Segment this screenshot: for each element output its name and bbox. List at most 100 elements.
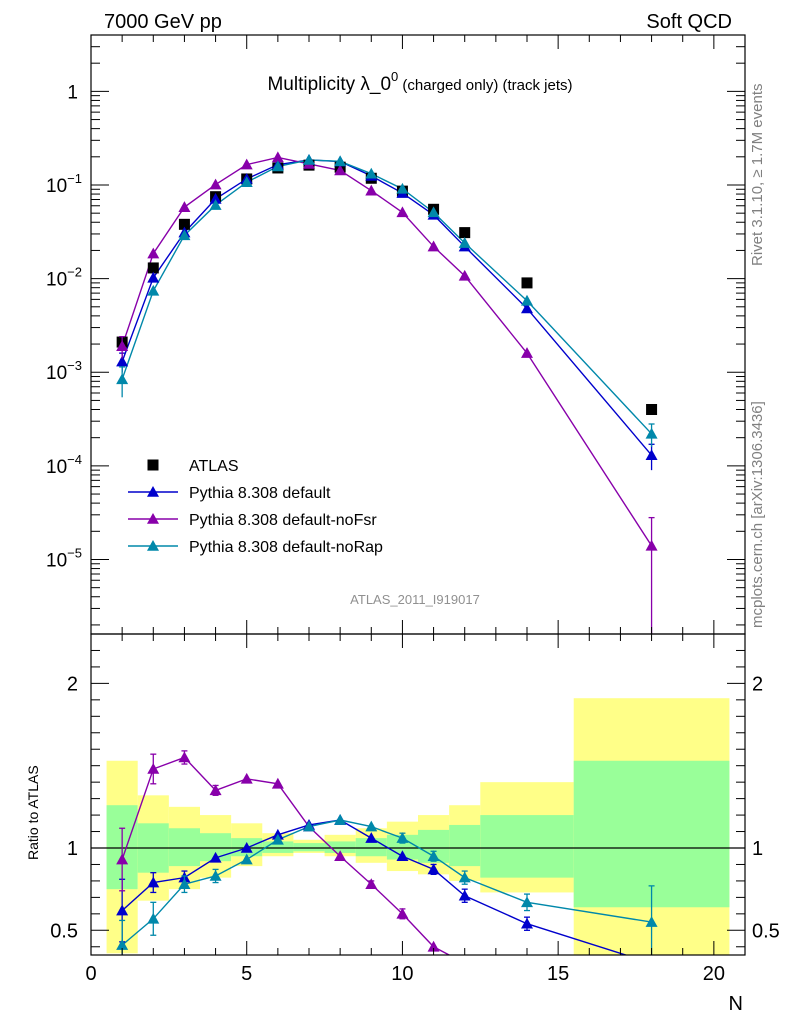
data-point-default [209,192,222,204]
ratio-panel-frame [90,633,746,956]
plot-title: Multiplicity λ_00 (charged only) (track … [267,69,572,95]
x-tick-label: 0 [85,963,96,985]
ratio-point-noFsr [365,878,378,890]
ratio-uncertainty-bands [91,698,745,955]
ratio-point-noRap [116,939,129,950]
ratio-line-noFsr [121,756,451,955]
data-point-noFsr [116,340,129,351]
ratio-point-default [147,876,160,888]
ratio-band-inner [293,843,325,852]
ratio-point-noRap [240,853,253,865]
ratio-point-noRap [271,833,284,845]
ratio-y-tick-label-right: 0.5 [752,920,780,942]
data-point-noRap [334,155,347,167]
panel-frames [90,34,746,956]
ratio-y-tick-label-right: 1 [752,838,763,860]
header-left: 7000 GeV pp [104,11,222,33]
ratio-point-default [209,851,222,863]
ratio-point-noFsr [427,940,440,952]
ratio-band-inner [168,828,200,867]
data-point-noRap [645,427,658,439]
axis-ticks: 0 5 10 15 20 1 10−1 10−2 10−3 10−4 10−5 0.5 0.5 1 1 2 2 [46,34,780,985]
data-point-noRap [303,153,315,165]
data-point-noRap [521,294,533,306]
ratio-point-noRap [365,820,378,832]
data-point-noFsr [240,158,253,170]
legend-label: Pythia 8.308 default-noRap [189,539,383,556]
data-point-default [147,271,160,283]
x-tick-label: 5 [241,963,252,985]
ratio-y-tick-label-right: 2 [752,673,763,695]
y-tick-label: 1 [67,82,78,103]
data-point-noFsr [365,184,378,196]
ratio-band-inner [480,815,574,878]
data-point-noRap [365,167,378,179]
data-point-noFsr [334,164,347,176]
legend: ATLAS Pythia 8.308 default Pythia 8.308 de… [128,458,383,556]
ratio-line-noRap [121,819,652,946]
data-point-noFsr [521,347,533,358]
data-point-noRap [427,206,440,218]
ratio-y-tick-label: 2 [67,673,78,695]
data-point-noRap [178,229,191,241]
ratio-band-inner [324,841,356,853]
series-line-default [121,159,653,456]
y-tick-label: 10−5 [46,545,82,571]
data-point-noFsr [178,201,191,212]
data-point-noFsr [271,151,284,163]
ratio-point-default [240,842,253,853]
data-point-noRap [396,182,409,194]
ratio-point-default [116,904,129,916]
ratio-point-noRap [178,878,191,890]
data-point-ATLAS [459,227,471,239]
ratio-point-noRap [521,896,533,908]
data-point-ATLAS [646,403,658,415]
y-tick-label: 10−3 [46,358,82,384]
legend-marker [147,459,159,471]
legend-entry-ATLAS: ATLAS [147,458,239,475]
data-point-noFsr [147,247,160,259]
data-point-noRap [209,199,222,210]
ratio-y-tick-label: 1 [67,838,78,860]
data-point-noRap [240,176,253,188]
plot-title-superscript: 0 [391,69,398,84]
plot-title-suffix: (charged only) (track jets) [398,77,572,94]
plot-title-main: Multiplicity λ_0 [267,74,391,95]
ratio-line-default [121,819,628,955]
rivet-label: Rivet 3.1.10, ≥ 1.7M events [749,84,766,267]
ratio-point-noFsr [116,853,129,865]
y-tick-label: 10−2 [46,265,82,291]
ratio-point-noRap [303,820,315,832]
ratio-band-inner [262,841,294,853]
ratio-point-noRap [427,850,440,862]
ratio-point-noRap [209,869,222,881]
data-point-noFsr [209,178,222,190]
header-right: Soft QCD [646,11,732,33]
legend-marker [147,513,159,524]
y-tick-label: 10−4 [46,452,82,478]
legend-label: Pythia 8.308 default-noFsr [189,512,377,529]
data-point-noRap [147,284,160,296]
ratio-point-noRap [147,912,160,924]
data-point-default [521,302,533,314]
ratio-point-default [458,889,471,901]
data-point-noFsr [645,539,658,551]
analysis-watermark: ATLAS_2011_I919017 [350,592,480,607]
data-point-ATLAS [178,218,190,230]
main-panel-series [116,151,658,634]
ratio-point-noRap [334,814,347,825]
ratio-point-noFsr [178,751,191,763]
ratio-point-noFsr [240,772,253,784]
ratio-panel-series [116,750,658,955]
data-point-ATLAS [521,277,533,289]
data-point-default [645,449,658,460]
ratio-band-inner [449,824,481,867]
data-point-noFsr [458,269,471,281]
y-tick-label: 10−1 [46,171,82,197]
legend-entry-noFsr: Pythia 8.308 default-noFsr [128,512,377,529]
legend-label: ATLAS [189,458,239,475]
ratio-point-noFsr [271,777,284,789]
ratio-point-noFsr [396,907,409,919]
